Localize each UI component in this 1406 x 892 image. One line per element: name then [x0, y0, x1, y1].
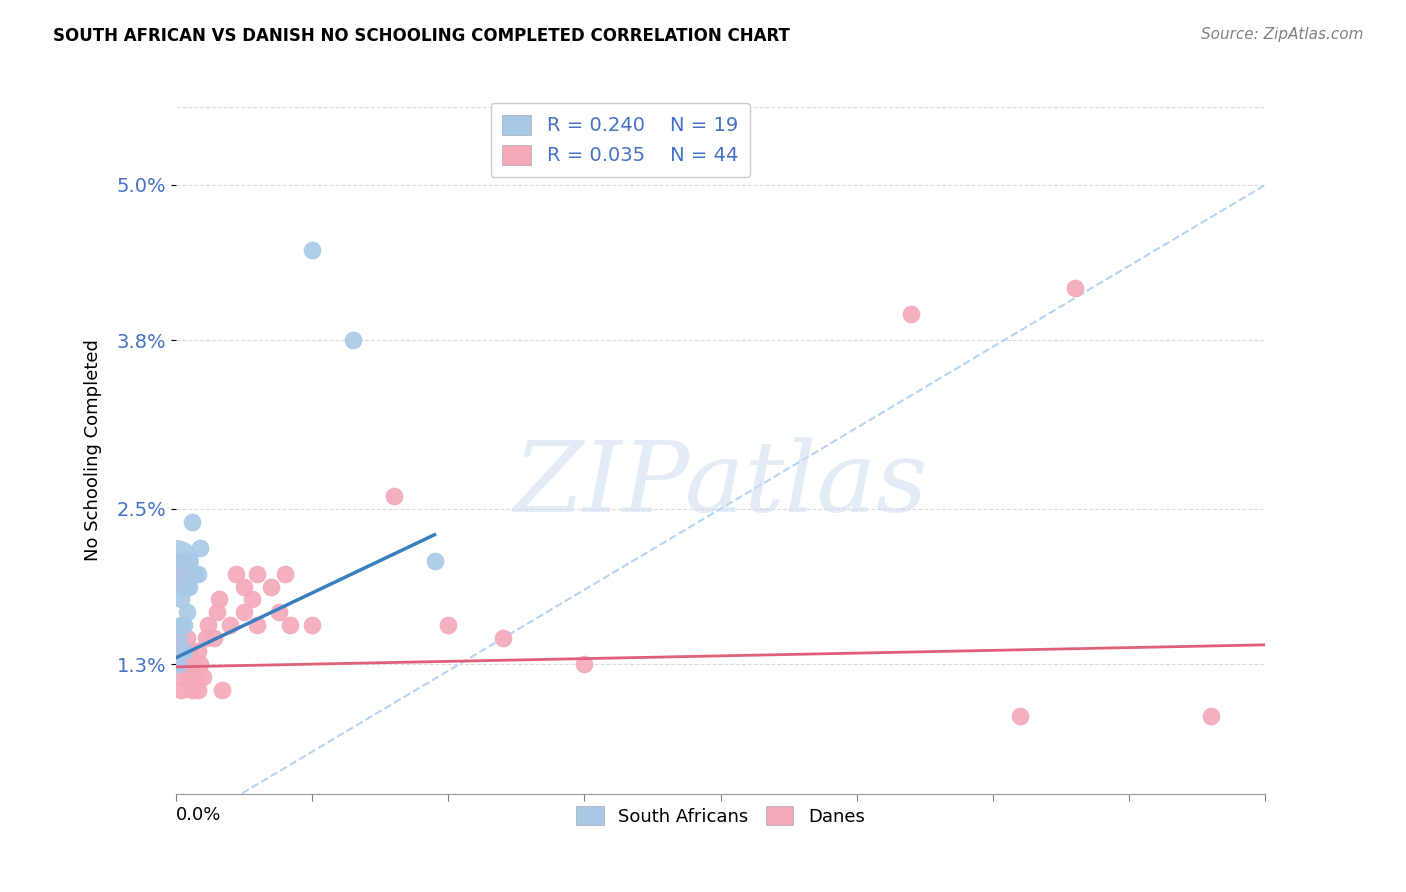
Point — [1063, 281, 1085, 295]
Point — [225, 566, 247, 581]
Point — [179, 580, 201, 594]
Point — [188, 541, 211, 555]
Point — [492, 632, 515, 646]
Point — [173, 657, 195, 672]
Point — [170, 670, 193, 684]
Point — [184, 566, 207, 581]
Point — [173, 618, 195, 632]
Point — [278, 618, 301, 632]
Point — [186, 644, 209, 658]
Point — [165, 553, 187, 567]
Point — [173, 644, 195, 658]
Point — [202, 632, 225, 646]
Point — [269, 606, 291, 620]
Point — [382, 489, 405, 503]
Point — [170, 683, 193, 698]
Point — [188, 657, 211, 672]
Point — [170, 618, 193, 632]
Point — [1010, 709, 1032, 723]
Point — [176, 580, 198, 594]
Point — [167, 632, 190, 646]
Point — [166, 553, 188, 567]
Point — [181, 515, 204, 529]
Point — [170, 644, 193, 658]
Point — [197, 618, 219, 632]
Point — [179, 644, 201, 658]
Point — [186, 683, 209, 698]
Point — [184, 670, 207, 684]
Point — [205, 606, 228, 620]
Point — [208, 592, 231, 607]
Point — [173, 580, 195, 594]
Point — [1199, 709, 1222, 723]
Point — [167, 657, 190, 672]
Point — [246, 566, 269, 581]
Point — [176, 657, 198, 672]
Point — [179, 670, 201, 684]
Point — [211, 683, 233, 698]
Point — [301, 243, 323, 257]
Point — [246, 618, 269, 632]
Text: ZIPatlas: ZIPatlas — [513, 437, 928, 533]
Point — [191, 670, 214, 684]
Point — [232, 580, 254, 594]
Point — [219, 618, 242, 632]
Point — [181, 657, 204, 672]
Point — [274, 566, 297, 581]
Point — [179, 553, 201, 567]
Text: Source: ZipAtlas.com: Source: ZipAtlas.com — [1201, 27, 1364, 42]
Text: 0.0%: 0.0% — [176, 806, 221, 824]
Point — [342, 334, 364, 348]
Point — [166, 566, 188, 581]
Point — [176, 632, 198, 646]
Point — [194, 632, 217, 646]
Point — [900, 307, 922, 321]
Point — [181, 683, 204, 698]
Point — [170, 592, 193, 607]
Text: SOUTH AFRICAN VS DANISH NO SCHOOLING COMPLETED CORRELATION CHART: SOUTH AFRICAN VS DANISH NO SCHOOLING COM… — [53, 27, 790, 45]
Point — [176, 606, 198, 620]
Point — [260, 580, 283, 594]
Point — [574, 657, 596, 672]
Point — [232, 606, 254, 620]
Point — [437, 618, 460, 632]
Point — [186, 566, 209, 581]
Legend: South Africans, Danes: South Africans, Danes — [569, 799, 872, 833]
Point — [173, 644, 195, 658]
Point — [301, 618, 323, 632]
Point — [167, 657, 190, 672]
Y-axis label: No Schooling Completed: No Schooling Completed — [84, 340, 103, 561]
Point — [423, 553, 446, 567]
Point — [240, 592, 263, 607]
Point — [167, 632, 190, 646]
